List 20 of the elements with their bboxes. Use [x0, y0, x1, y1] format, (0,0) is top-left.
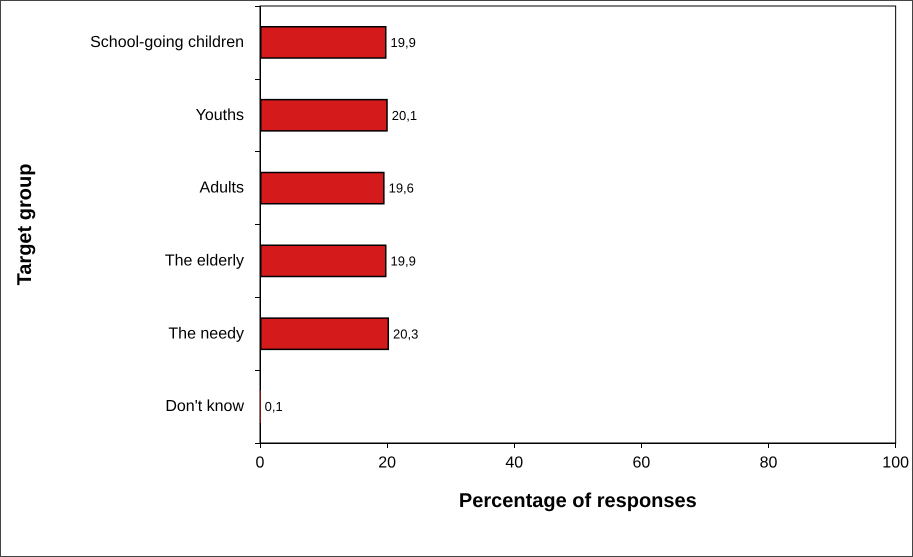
data-label: 19,6	[388, 180, 414, 196]
data-label: 20,1	[392, 108, 418, 123]
x-tick-label: 40	[505, 454, 524, 472]
data-label: 0,1	[264, 399, 283, 414]
y-tick-label: The needy	[168, 325, 244, 342]
x-tick-label: 60	[632, 454, 650, 472]
y-tick-label: Youths	[196, 106, 244, 124]
x-tick-label: 20	[378, 454, 396, 472]
y-tick-label: The elderly	[164, 252, 244, 270]
x-tick-label: 0	[256, 454, 265, 472]
x-tick-label: 100	[882, 454, 910, 472]
data-label: 20,3	[393, 326, 418, 342]
x-tick-label: 80	[760, 454, 778, 472]
data-label: 19,9	[390, 34, 416, 50]
y-axis-title: Target group	[14, 164, 36, 286]
data-label: 19,9	[390, 253, 416, 268]
y-tick-label: Don't know	[165, 398, 244, 416]
y-tick-label: Adults	[200, 180, 244, 197]
y-tick-label: School-going children	[90, 34, 244, 51]
x-axis-title: Percentage of responses	[458, 490, 697, 512]
